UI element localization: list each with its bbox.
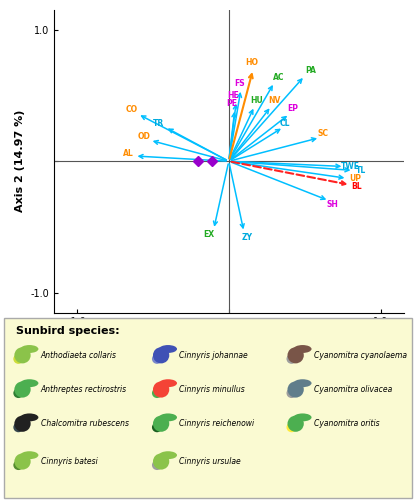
Ellipse shape bbox=[15, 382, 31, 398]
Ellipse shape bbox=[153, 382, 169, 398]
Ellipse shape bbox=[287, 354, 297, 364]
Text: FS: FS bbox=[234, 79, 245, 88]
Text: CO: CO bbox=[126, 106, 138, 114]
Text: Cinnyris ursulae: Cinnyris ursulae bbox=[179, 457, 241, 466]
Ellipse shape bbox=[13, 388, 24, 398]
Text: TR: TR bbox=[153, 118, 165, 128]
Text: Chalcomitra rubescens: Chalcomitra rubescens bbox=[41, 419, 129, 428]
Ellipse shape bbox=[15, 416, 31, 432]
Text: TL: TL bbox=[356, 166, 366, 175]
Text: PE: PE bbox=[226, 99, 238, 108]
Text: SH: SH bbox=[326, 200, 338, 209]
Ellipse shape bbox=[287, 416, 304, 432]
Text: HO: HO bbox=[245, 58, 258, 67]
Ellipse shape bbox=[287, 347, 304, 364]
Text: AL: AL bbox=[123, 149, 134, 158]
Y-axis label: Axis 2 (14.97 %): Axis 2 (14.97 %) bbox=[15, 110, 25, 212]
Ellipse shape bbox=[15, 347, 31, 364]
Text: AC: AC bbox=[273, 72, 285, 82]
Circle shape bbox=[20, 345, 38, 353]
Text: Cinnyris minullus: Cinnyris minullus bbox=[179, 385, 245, 394]
Text: SC: SC bbox=[317, 129, 329, 138]
Ellipse shape bbox=[13, 460, 24, 470]
Text: Cyanomitra olivacea: Cyanomitra olivacea bbox=[314, 385, 392, 394]
Ellipse shape bbox=[153, 416, 169, 432]
Circle shape bbox=[159, 451, 177, 459]
Text: OD: OD bbox=[137, 132, 150, 141]
Text: TWE: TWE bbox=[341, 162, 360, 171]
Ellipse shape bbox=[13, 354, 24, 364]
Circle shape bbox=[294, 345, 312, 353]
Text: EX: EX bbox=[203, 230, 215, 239]
Circle shape bbox=[20, 379, 38, 387]
Circle shape bbox=[159, 379, 177, 387]
FancyBboxPatch shape bbox=[4, 318, 412, 498]
Text: UP: UP bbox=[349, 174, 361, 183]
Ellipse shape bbox=[287, 422, 297, 432]
Ellipse shape bbox=[152, 460, 162, 470]
Text: Cinnyris batesi: Cinnyris batesi bbox=[41, 457, 98, 466]
Text: HE: HE bbox=[228, 91, 239, 100]
Ellipse shape bbox=[13, 422, 24, 432]
Text: Anthreptes rectirostris: Anthreptes rectirostris bbox=[41, 385, 127, 394]
Text: NV: NV bbox=[268, 96, 280, 106]
Text: Anthodiaeta collaris: Anthodiaeta collaris bbox=[41, 351, 117, 360]
Ellipse shape bbox=[287, 382, 304, 398]
Circle shape bbox=[20, 414, 38, 422]
Text: Sunbird species:: Sunbird species: bbox=[16, 326, 120, 336]
Ellipse shape bbox=[153, 347, 169, 364]
Text: ZY: ZY bbox=[242, 233, 253, 242]
Circle shape bbox=[159, 345, 177, 353]
Circle shape bbox=[294, 414, 312, 422]
Text: Cyanomitra cyanolaema: Cyanomitra cyanolaema bbox=[314, 351, 407, 360]
Ellipse shape bbox=[152, 354, 162, 364]
X-axis label: Axis 1 (31.42%): Axis 1 (31.42%) bbox=[180, 333, 278, 343]
Text: Cinnyris reichenowi: Cinnyris reichenowi bbox=[179, 419, 255, 428]
Ellipse shape bbox=[287, 388, 297, 398]
Circle shape bbox=[159, 414, 177, 422]
Text: BL: BL bbox=[351, 182, 362, 190]
Text: Cinnyris johannae: Cinnyris johannae bbox=[179, 351, 248, 360]
Circle shape bbox=[294, 379, 312, 387]
Text: HU: HU bbox=[250, 96, 262, 106]
Ellipse shape bbox=[152, 422, 162, 432]
Text: CL: CL bbox=[280, 118, 290, 128]
Circle shape bbox=[20, 451, 38, 459]
Text: Cyanomitra oritis: Cyanomitra oritis bbox=[314, 419, 380, 428]
Ellipse shape bbox=[153, 454, 169, 469]
Text: EP: EP bbox=[287, 104, 298, 113]
Ellipse shape bbox=[15, 454, 31, 469]
Ellipse shape bbox=[152, 388, 162, 398]
Text: PA: PA bbox=[305, 66, 316, 75]
